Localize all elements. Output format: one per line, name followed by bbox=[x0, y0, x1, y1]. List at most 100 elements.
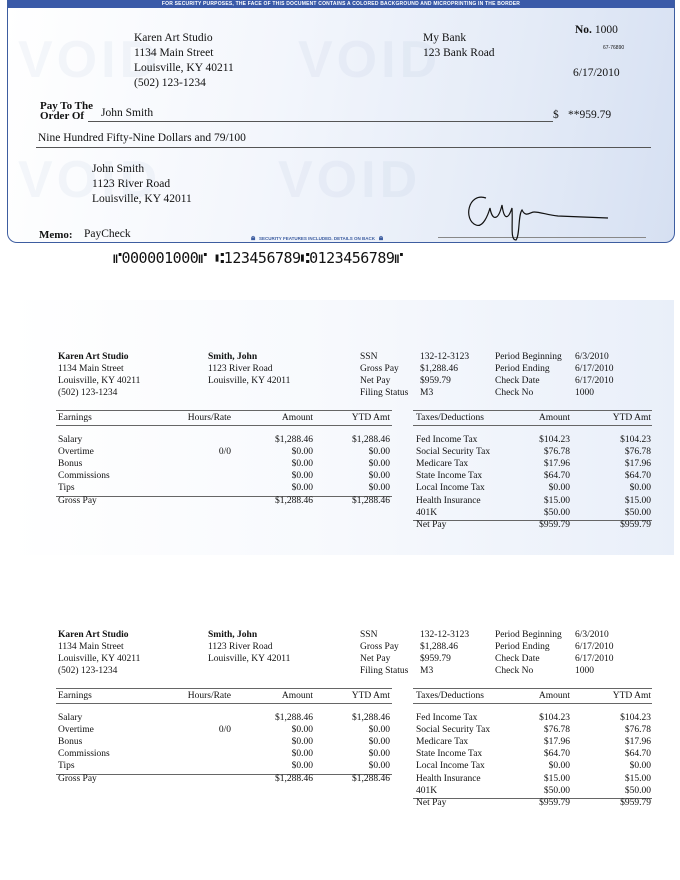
deduction-amount: $64.70 bbox=[543, 471, 570, 482]
net-ytd: $959.79 bbox=[620, 519, 651, 530]
employee-street: 1123 River Road bbox=[208, 642, 273, 652]
info-label: Filing Status bbox=[360, 388, 409, 398]
deduction-amount: $64.70 bbox=[543, 749, 570, 760]
deduction-ytd: $0.00 bbox=[629, 761, 651, 772]
info-label: Filing Status bbox=[360, 666, 409, 676]
pay-stub: Karen Art Studio 1134 Main Street Louisvil… bbox=[0, 626, 680, 836]
info-value: M3 bbox=[420, 388, 434, 398]
deduction-ytd: $104.23 bbox=[620, 435, 651, 445]
earning-ytd: $0.00 bbox=[368, 447, 390, 458]
period-label: Check No bbox=[495, 666, 534, 676]
net-name: Net Pay bbox=[416, 797, 447, 808]
earning-name: Tips bbox=[58, 483, 75, 494]
earning-ytd: $0.00 bbox=[368, 725, 390, 736]
deduction-name: Fed Income Tax bbox=[416, 713, 478, 723]
payee-name: John Smith bbox=[101, 107, 154, 119]
info-label: Net Pay bbox=[360, 654, 391, 664]
deduction-ytd: $50.00 bbox=[624, 785, 651, 796]
check-date: 6/17/2010 bbox=[573, 67, 620, 79]
earning-name: Overtime bbox=[58, 447, 94, 458]
deduction-name: Local Income Tax bbox=[416, 483, 485, 494]
check-number-value: 1000 bbox=[594, 24, 618, 36]
earning-name: Commissions bbox=[58, 471, 110, 482]
hours-rate-header: Hours/Rate bbox=[187, 691, 231, 701]
net-line bbox=[413, 797, 652, 799]
earning-ytd: $0.00 bbox=[368, 761, 390, 772]
earning-ytd: $0.00 bbox=[368, 459, 390, 470]
company-city: Louisville, KY 40211 bbox=[58, 376, 141, 386]
amount-in-words: Nine Hundred Fifty-Nine Dollars and 79/1… bbox=[38, 132, 246, 144]
earning-name: Bonus bbox=[58, 459, 83, 470]
info-label: Gross Pay bbox=[360, 364, 399, 374]
signature-line bbox=[438, 237, 646, 238]
pay-to-label-2: Order Of bbox=[40, 110, 85, 122]
deductions-header-bottom bbox=[413, 703, 652, 704]
pay-to-label-1: Pay To The bbox=[40, 100, 93, 112]
earnings-header: Earnings bbox=[58, 413, 92, 423]
deduction-ytd-header: YTD Amt bbox=[612, 413, 651, 423]
period-label: Check Date bbox=[495, 376, 540, 386]
ytd-header: YTD Amt bbox=[351, 691, 390, 701]
deduction-amount: $15.00 bbox=[543, 773, 570, 784]
security-banner: FOR SECURITY PURPOSES, THE FACE OF THIS … bbox=[8, 0, 674, 8]
earning-amount: $0.00 bbox=[291, 471, 313, 482]
deductions-header: Taxes/Deductions bbox=[416, 413, 484, 423]
memo-line bbox=[78, 242, 238, 243]
void-watermark: VOID bbox=[18, 31, 162, 89]
employee-street: 1123 River Road bbox=[208, 364, 273, 374]
company-city: Louisville, KY 40211 bbox=[58, 654, 141, 664]
gross-name: Gross Pay bbox=[58, 495, 97, 506]
company-phone: (502) 123-1234 bbox=[58, 666, 118, 676]
net-line bbox=[413, 519, 652, 521]
earnings-header-bottom bbox=[56, 425, 392, 426]
gross-line bbox=[56, 773, 392, 775]
earning-ytd: $0.00 bbox=[368, 483, 390, 494]
period-label: Check No bbox=[495, 388, 534, 398]
void-watermark: VOID bbox=[18, 151, 162, 209]
period-value: 1000 bbox=[575, 388, 594, 398]
period-value: 6/3/2010 bbox=[575, 630, 609, 640]
info-value: M3 bbox=[420, 666, 434, 676]
signature bbox=[468, 196, 609, 241]
deduction-amount: $50.00 bbox=[543, 507, 570, 518]
deduction-amount: $17.96 bbox=[543, 459, 570, 470]
deduction-name: Medicare Tax bbox=[416, 737, 469, 748]
deduction-amount: $104.23 bbox=[539, 713, 570, 723]
deduction-amount: $17.96 bbox=[543, 737, 570, 748]
deduction-amount: $50.00 bbox=[543, 785, 570, 796]
employee-name: Smith, John bbox=[208, 630, 258, 640]
check-number: No. 1000 bbox=[575, 24, 618, 36]
deduction-name: 401K bbox=[416, 507, 438, 518]
gross-line bbox=[56, 495, 392, 497]
net-name: Net Pay bbox=[416, 519, 447, 530]
period-label: Check Date bbox=[495, 654, 540, 664]
payee-address-street: 1123 River Road bbox=[92, 178, 171, 190]
payer-address: Karen Art Studio 1134 Main Street Louisv… bbox=[134, 31, 234, 91]
pay-stub: Karen Art Studio 1134 Main Street Louisvil… bbox=[0, 348, 680, 558]
deduction-name: Social Security Tax bbox=[416, 725, 491, 736]
period-label: Period Beginning bbox=[495, 630, 562, 640]
earning-name: Salary bbox=[58, 713, 83, 723]
payee-line bbox=[88, 121, 553, 122]
earning-rate: 0/0 bbox=[218, 447, 231, 458]
period-value: 1000 bbox=[575, 666, 594, 676]
period-value: 6/17/2010 bbox=[575, 364, 614, 374]
lock-icon: 🔒︎ bbox=[378, 233, 384, 242]
info-value: 132-12-3123 bbox=[420, 630, 470, 640]
deduction-ytd: $0.00 bbox=[629, 483, 651, 494]
period-value: 6/17/2010 bbox=[575, 642, 614, 652]
info-label: Net Pay bbox=[360, 376, 391, 386]
security-note: 🔒︎ SECURITY FEATURES INCLUDED. DETAILS O… bbox=[251, 233, 384, 242]
info-value: 132-12-3123 bbox=[420, 352, 470, 362]
earning-ytd: $1,288.46 bbox=[352, 713, 390, 723]
deduction-ytd: $76.78 bbox=[624, 725, 651, 736]
deduction-amount-header: Amount bbox=[538, 413, 570, 423]
bank-address: My Bank 123 Bank Road bbox=[423, 31, 495, 61]
deduction-ytd: $15.00 bbox=[624, 773, 651, 784]
pay-to-label: Pay To The Order Of bbox=[40, 100, 93, 122]
earning-ytd: $0.00 bbox=[368, 737, 390, 748]
earning-amount: $0.00 bbox=[291, 749, 313, 760]
gross-amount: $1,288.46 bbox=[275, 773, 313, 784]
deduction-ytd: $64.70 bbox=[624, 471, 651, 482]
deduction-name: State Income Tax bbox=[416, 471, 483, 482]
